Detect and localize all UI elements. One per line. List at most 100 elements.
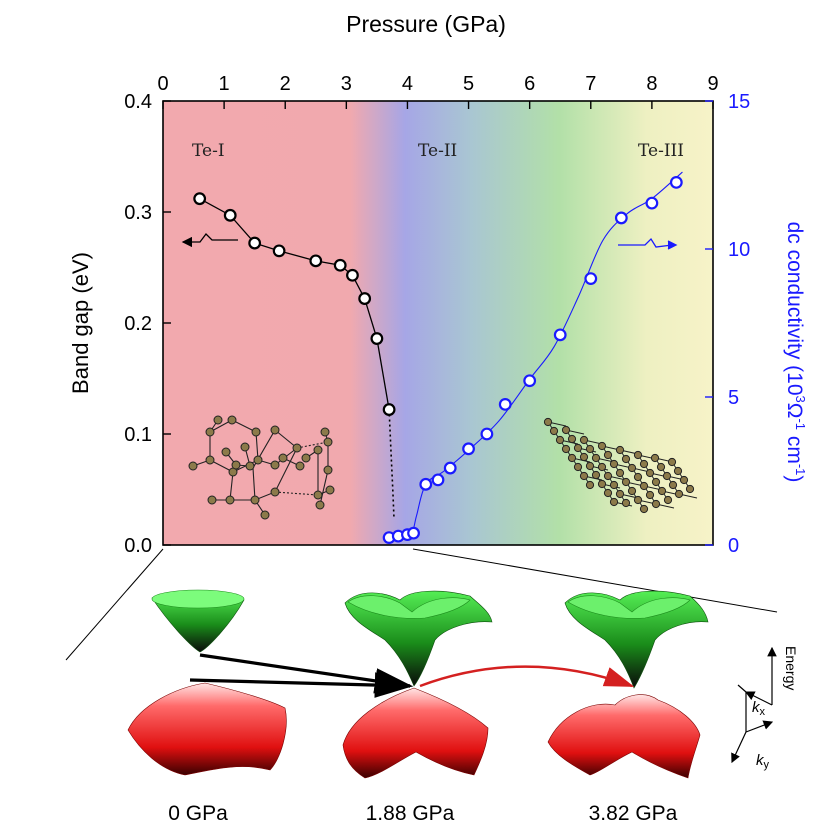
x-tick-label: 6: [524, 73, 535, 95]
te-iii-atom: [615, 489, 625, 499]
te-iii-atom: [561, 444, 571, 454]
te-iii-atom: [573, 462, 583, 472]
band-transition-arrows: [189, 653, 635, 698]
band-gap-point: [272, 244, 286, 258]
te-iii-atom: [639, 504, 649, 514]
te-iii-atom: [561, 425, 571, 435]
te-iii-atom: [639, 459, 649, 469]
te-iii-atom: [585, 461, 595, 471]
te-iii-atom: [609, 480, 619, 490]
band-gap-extrapolation-line: [388, 409, 395, 519]
te-iii-atom: [679, 475, 689, 485]
bottom-label-3-82gpa: 3.82 GPa: [589, 802, 678, 825]
band-gap-trend-line: [199, 198, 390, 410]
x-tick-label: 3: [341, 73, 352, 95]
band-gap-point: [333, 258, 347, 272]
te-iii-atom: [579, 435, 589, 445]
y-axis-label-left: Band gap (eV): [68, 252, 93, 394]
te-iii-atom: [609, 497, 619, 507]
te-iii-atom: [603, 488, 613, 498]
x-tick-label: 8: [646, 73, 657, 95]
band-gap-point: [193, 192, 207, 206]
projection-line-left: [65, 548, 164, 661]
band-gap-point: [309, 254, 323, 268]
te-iii-atom: [615, 445, 625, 455]
te-iii-atom: [663, 495, 673, 505]
y-right-tick-label: 0: [728, 535, 739, 557]
te-iii-atom: [567, 434, 577, 444]
band-gap-point: [223, 208, 237, 222]
bottom-label-0gpa: 0 GPa: [168, 802, 228, 825]
te-iii-atom: [651, 499, 661, 509]
conductivity-point: [669, 175, 683, 189]
conductivity-point: [553, 328, 567, 342]
te-iii-atom: [685, 484, 695, 494]
band-gap-axis-arrow: [181, 233, 238, 248]
y-left-tick-label: 0.4: [124, 91, 152, 113]
band-structure-3-82gpa: [547, 590, 709, 779]
te-iii-atom: [567, 453, 577, 463]
y-right-tick-label: 10: [728, 239, 750, 261]
te-iii-atom: [650, 453, 660, 463]
te-iii-atom: [585, 444, 595, 454]
y-left-tick-label: 0.2: [124, 313, 152, 335]
te-iii-atom: [667, 457, 677, 467]
te-iii-atom: [609, 459, 619, 469]
te-iii-atom: [585, 480, 595, 490]
conductivity-point: [614, 211, 628, 225]
te-iii-atom: [579, 452, 589, 462]
y-axis-label-right: dc conductivity (103Ω-1 cm-1): [783, 222, 808, 483]
phase-label-te-iii: Te-III: [638, 141, 684, 161]
te-iii-atom: [668, 480, 678, 490]
te-iii-atom: [633, 495, 643, 505]
te-iii-atom: [579, 471, 589, 481]
conductivity-axis-arrow: [618, 237, 678, 250]
band-structure-1-88gpa: [342, 590, 493, 779]
te-iii-atom: [591, 470, 601, 480]
band-gap-point: [248, 236, 262, 250]
te-i-atoms: [188, 415, 335, 520]
conductivity-point: [419, 477, 433, 491]
x-tick-label: 5: [463, 73, 474, 95]
projection-line-right: [412, 548, 778, 613]
te-iii-atom: [627, 486, 637, 496]
te-iii-atom: [573, 443, 583, 453]
band-structure-0gpa: [127, 589, 287, 776]
te-iii-atom: [621, 454, 631, 464]
conductivity-point: [498, 398, 512, 411]
te-iii-atom: [627, 463, 637, 473]
x-tick-label: 2: [280, 73, 291, 95]
te-iii-atom: [597, 479, 607, 489]
te-iii-atom: [651, 477, 661, 487]
te-iii-atom: [543, 417, 553, 427]
te-iii-atom: [645, 468, 655, 478]
conductivity-point: [462, 442, 475, 456]
te-iii-atom: [621, 477, 631, 487]
x-axis-label: Pressure (GPa): [346, 11, 506, 37]
te-iii-atom: [591, 453, 601, 463]
x-tick-label: 7: [585, 73, 596, 95]
band-gap-point: [382, 403, 396, 416]
te-iii-atom: [639, 481, 649, 491]
band-gap-point: [358, 292, 372, 305]
y-right-tick-label: 5: [728, 387, 739, 409]
phase-label-te-i: Te-I: [192, 141, 225, 161]
conductivity-point: [431, 473, 445, 487]
x-tick-label: 9: [707, 73, 718, 95]
energy-k-axes: [731, 646, 777, 764]
phase-label-te-ii: Te-II: [418, 141, 457, 161]
te-iii-atom: [633, 472, 643, 482]
te-iii-atom: [615, 468, 625, 478]
ky-axis-label: ky: [756, 752, 770, 771]
te-iii-atom: [555, 435, 565, 445]
x-tick-label: 1: [219, 73, 230, 95]
te-iii-atom: [597, 441, 607, 451]
te-iii-atom: [662, 471, 672, 481]
te-iii-atom: [603, 450, 613, 460]
te-iii-atom: [621, 498, 631, 508]
te-iii-atom: [645, 490, 655, 500]
y-left-tick-label: 0.0: [124, 535, 152, 557]
te-iii-atom: [673, 466, 683, 476]
